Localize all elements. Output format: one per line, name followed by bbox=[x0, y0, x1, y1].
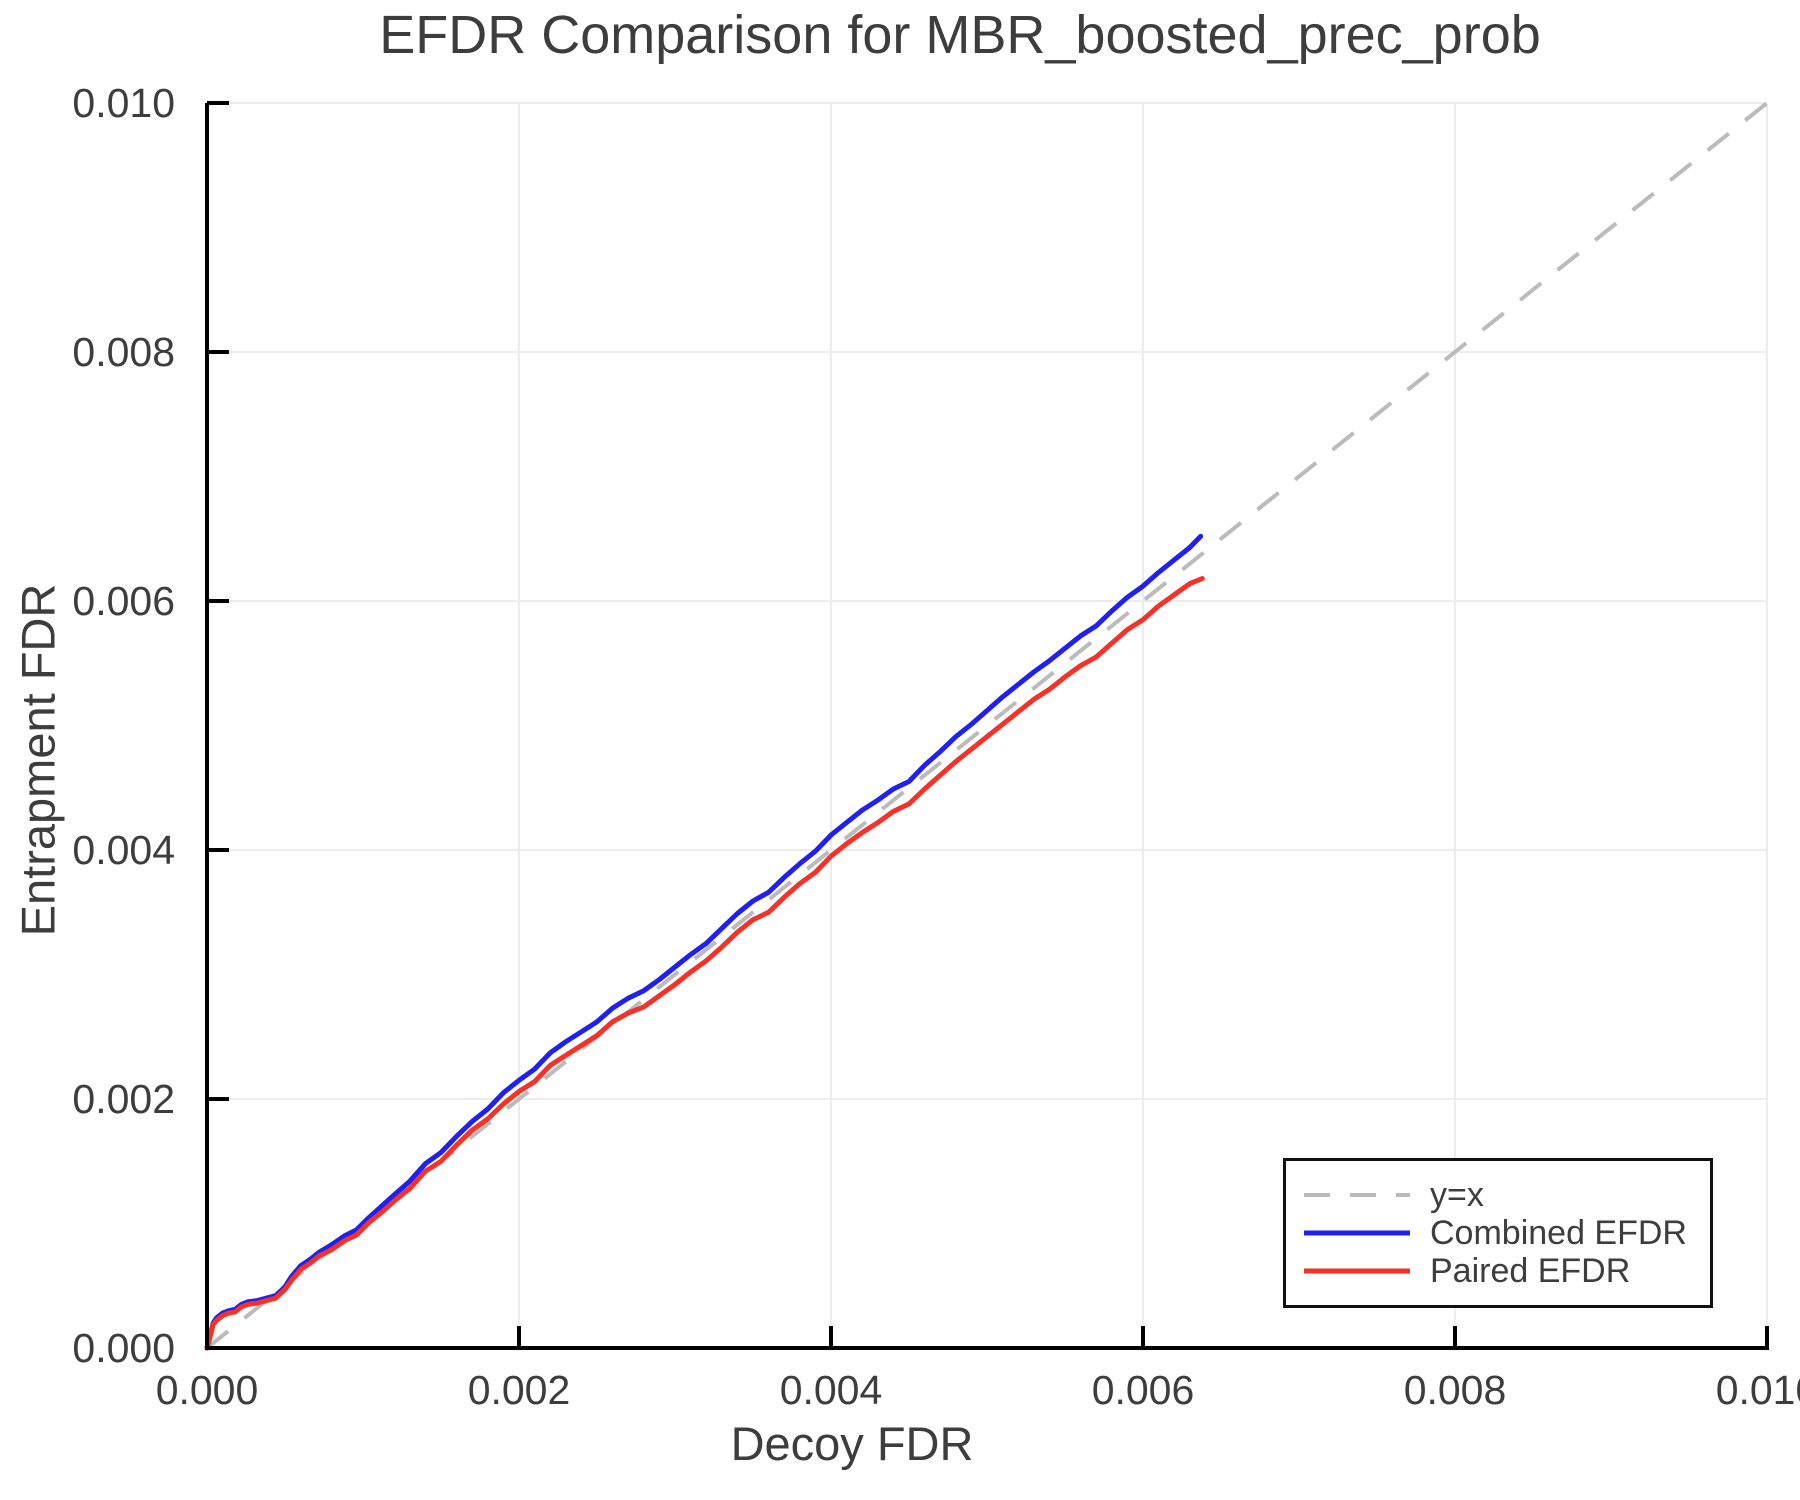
combined-line-sample bbox=[1304, 1230, 1410, 1236]
dashed-line-sample bbox=[1304, 1193, 1410, 1197]
chart-title: EFDR Comparison for MBR_boosted_prec_pro… bbox=[379, 5, 1541, 65]
legend-label-combined: Combined EFDR bbox=[1430, 1213, 1687, 1252]
paired-line-sample bbox=[1304, 1268, 1410, 1274]
y-axis-label: Entrapment FDR bbox=[11, 583, 65, 937]
y-tick-label: 0.002 bbox=[72, 1076, 175, 1122]
x-tick-label: 0.010 bbox=[1716, 1367, 1800, 1413]
legend-label-yx: y=x bbox=[1430, 1175, 1484, 1214]
y-tick-label: 0.008 bbox=[72, 329, 175, 375]
x-axis-label: Decoy FDR bbox=[730, 1417, 974, 1470]
legend-item-paired: Paired EFDR bbox=[1302, 1252, 1710, 1290]
x-tick-label: 0.004 bbox=[780, 1367, 883, 1413]
y-tick-label: 0.000 bbox=[72, 1325, 175, 1371]
series-line-combined-efdr bbox=[204, 533, 1204, 1351]
y-tick-label: 0.006 bbox=[72, 578, 175, 624]
x-tick-label: 0.002 bbox=[468, 1367, 571, 1413]
x-tick-label: 0.006 bbox=[1092, 1367, 1195, 1413]
legend-box: y=x Combined EFDR Paired EFDR bbox=[1283, 1158, 1713, 1308]
y-tick-label: 0.004 bbox=[72, 827, 175, 873]
series-line-paired-efdr bbox=[204, 576, 1205, 1351]
legend-label-paired: Paired EFDR bbox=[1430, 1251, 1631, 1290]
y-tick-label: 0.010 bbox=[72, 80, 175, 126]
legend-item-combined: Combined EFDR bbox=[1302, 1214, 1710, 1252]
legend-item-yx: y=x bbox=[1302, 1176, 1710, 1214]
x-tick-label: 0.000 bbox=[156, 1367, 259, 1413]
x-tick-label: 0.008 bbox=[1404, 1367, 1507, 1413]
